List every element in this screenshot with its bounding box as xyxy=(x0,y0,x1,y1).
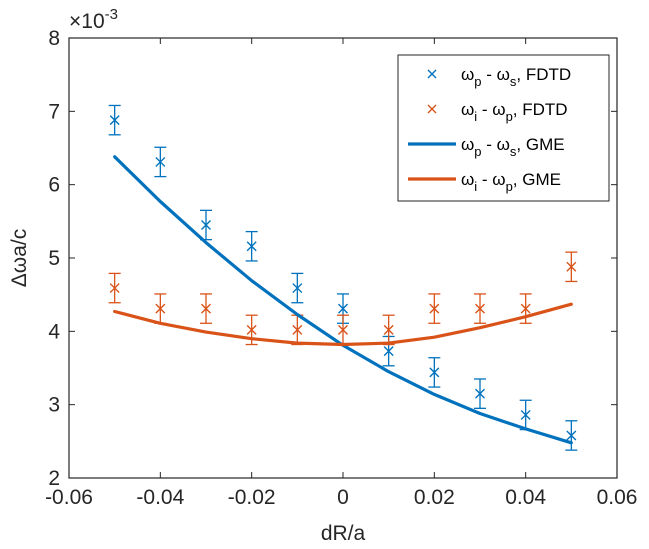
legend-text-part: , GME xyxy=(516,135,564,154)
series-layer xyxy=(108,104,578,451)
y-tick-label: 3 xyxy=(48,394,60,417)
data-point xyxy=(201,220,211,230)
legend-text-part: , FDTD xyxy=(516,65,571,84)
legend-text-part: , FDTD xyxy=(513,100,568,119)
data-point xyxy=(566,261,577,272)
y-tick-label: 6 xyxy=(48,174,60,197)
legend-text-part: - ω xyxy=(482,135,510,154)
data-point xyxy=(520,409,531,420)
x-tick-label: 0.04 xyxy=(505,486,546,509)
legend-text-part: - ω xyxy=(477,170,505,189)
data-point xyxy=(246,241,257,252)
data-point xyxy=(566,430,577,441)
data-point xyxy=(383,346,394,357)
data-point xyxy=(292,324,303,335)
data-point xyxy=(155,156,166,167)
x-tick-label: 0.06 xyxy=(597,486,638,509)
ticks: -0.06 -0.04 -0.02 0 0.02 0.04 0.06 2 3 4 5 6 7 8 xyxy=(45,27,637,509)
legend-text-part: - ω xyxy=(477,100,505,119)
series xyxy=(113,302,573,347)
legend-item: ωi - ωp, GME xyxy=(408,170,561,194)
x-tick-label: 0 xyxy=(337,486,349,509)
legend-text-part: ω xyxy=(461,135,474,154)
y-axis-label: Δωa/c xyxy=(8,229,31,287)
legend-item: ωp - ωs, GME xyxy=(408,135,565,159)
y-tick-label: 4 xyxy=(48,320,60,343)
legend-label: ωp - ωs, FDTD xyxy=(461,65,571,89)
legend-marker-swatch xyxy=(427,69,437,79)
legend-label: ωi - ωp, GME xyxy=(461,170,561,194)
y-tick-label: 8 xyxy=(48,27,60,50)
labels: dR/a Δωa/c ×10-3 xyxy=(8,6,365,545)
legend-marker-swatch xyxy=(427,104,437,114)
legend-text-part: ω xyxy=(461,65,474,84)
data-point xyxy=(292,283,303,294)
y-tick-label: 5 xyxy=(48,247,60,270)
data-point xyxy=(201,303,211,314)
legend-text-part: ω xyxy=(461,100,474,119)
legend-text-part: ω xyxy=(461,170,474,189)
x-tick-label: -0.02 xyxy=(228,486,276,509)
legend-item: ωi - ωp, FDTD xyxy=(427,100,568,124)
legend-box xyxy=(397,54,610,202)
legend-subscript: p xyxy=(506,109,513,124)
x-axis-label: dR/a xyxy=(321,522,366,545)
legend-text-part: , GME xyxy=(513,170,561,189)
data-point xyxy=(155,303,166,314)
legend-item: ωp - ωs, FDTD xyxy=(427,65,571,89)
y-tick-label: 7 xyxy=(48,100,60,123)
legend-subscript: p xyxy=(474,74,481,89)
legend-subscript: s xyxy=(510,74,517,89)
legend-text-part: - ω xyxy=(482,65,510,84)
series xyxy=(108,104,578,451)
data-point xyxy=(109,115,120,126)
axes-box xyxy=(68,37,618,479)
y-tick-label: 2 xyxy=(48,467,60,490)
y-exponent-label: ×10-3 xyxy=(69,6,118,33)
data-point xyxy=(338,303,348,314)
data-point xyxy=(383,324,394,335)
series-line xyxy=(113,302,573,347)
legend-subscript: p xyxy=(474,144,481,159)
data-point xyxy=(429,303,440,314)
data-point xyxy=(246,324,257,335)
legend-subscript: p xyxy=(506,179,513,194)
x-tick-label: -0.04 xyxy=(136,486,184,509)
data-point xyxy=(109,283,120,294)
exponent-power: -3 xyxy=(105,6,118,23)
x-tick-label: -0.06 xyxy=(45,486,93,509)
data-point xyxy=(475,303,485,314)
data-point xyxy=(338,324,348,335)
legend-label: ωp - ωs, GME xyxy=(461,135,565,159)
legend-subscript: i xyxy=(474,179,477,194)
x-tick-label: 0.02 xyxy=(414,486,455,509)
data-point xyxy=(429,367,440,378)
legend-subscript: s xyxy=(510,144,517,159)
data-point xyxy=(475,388,485,399)
exponent-base: ×10 xyxy=(69,10,105,33)
legend-label: ωi - ωp, FDTD xyxy=(461,100,568,124)
data-point xyxy=(520,303,531,314)
legend-subscript: i xyxy=(474,109,477,124)
